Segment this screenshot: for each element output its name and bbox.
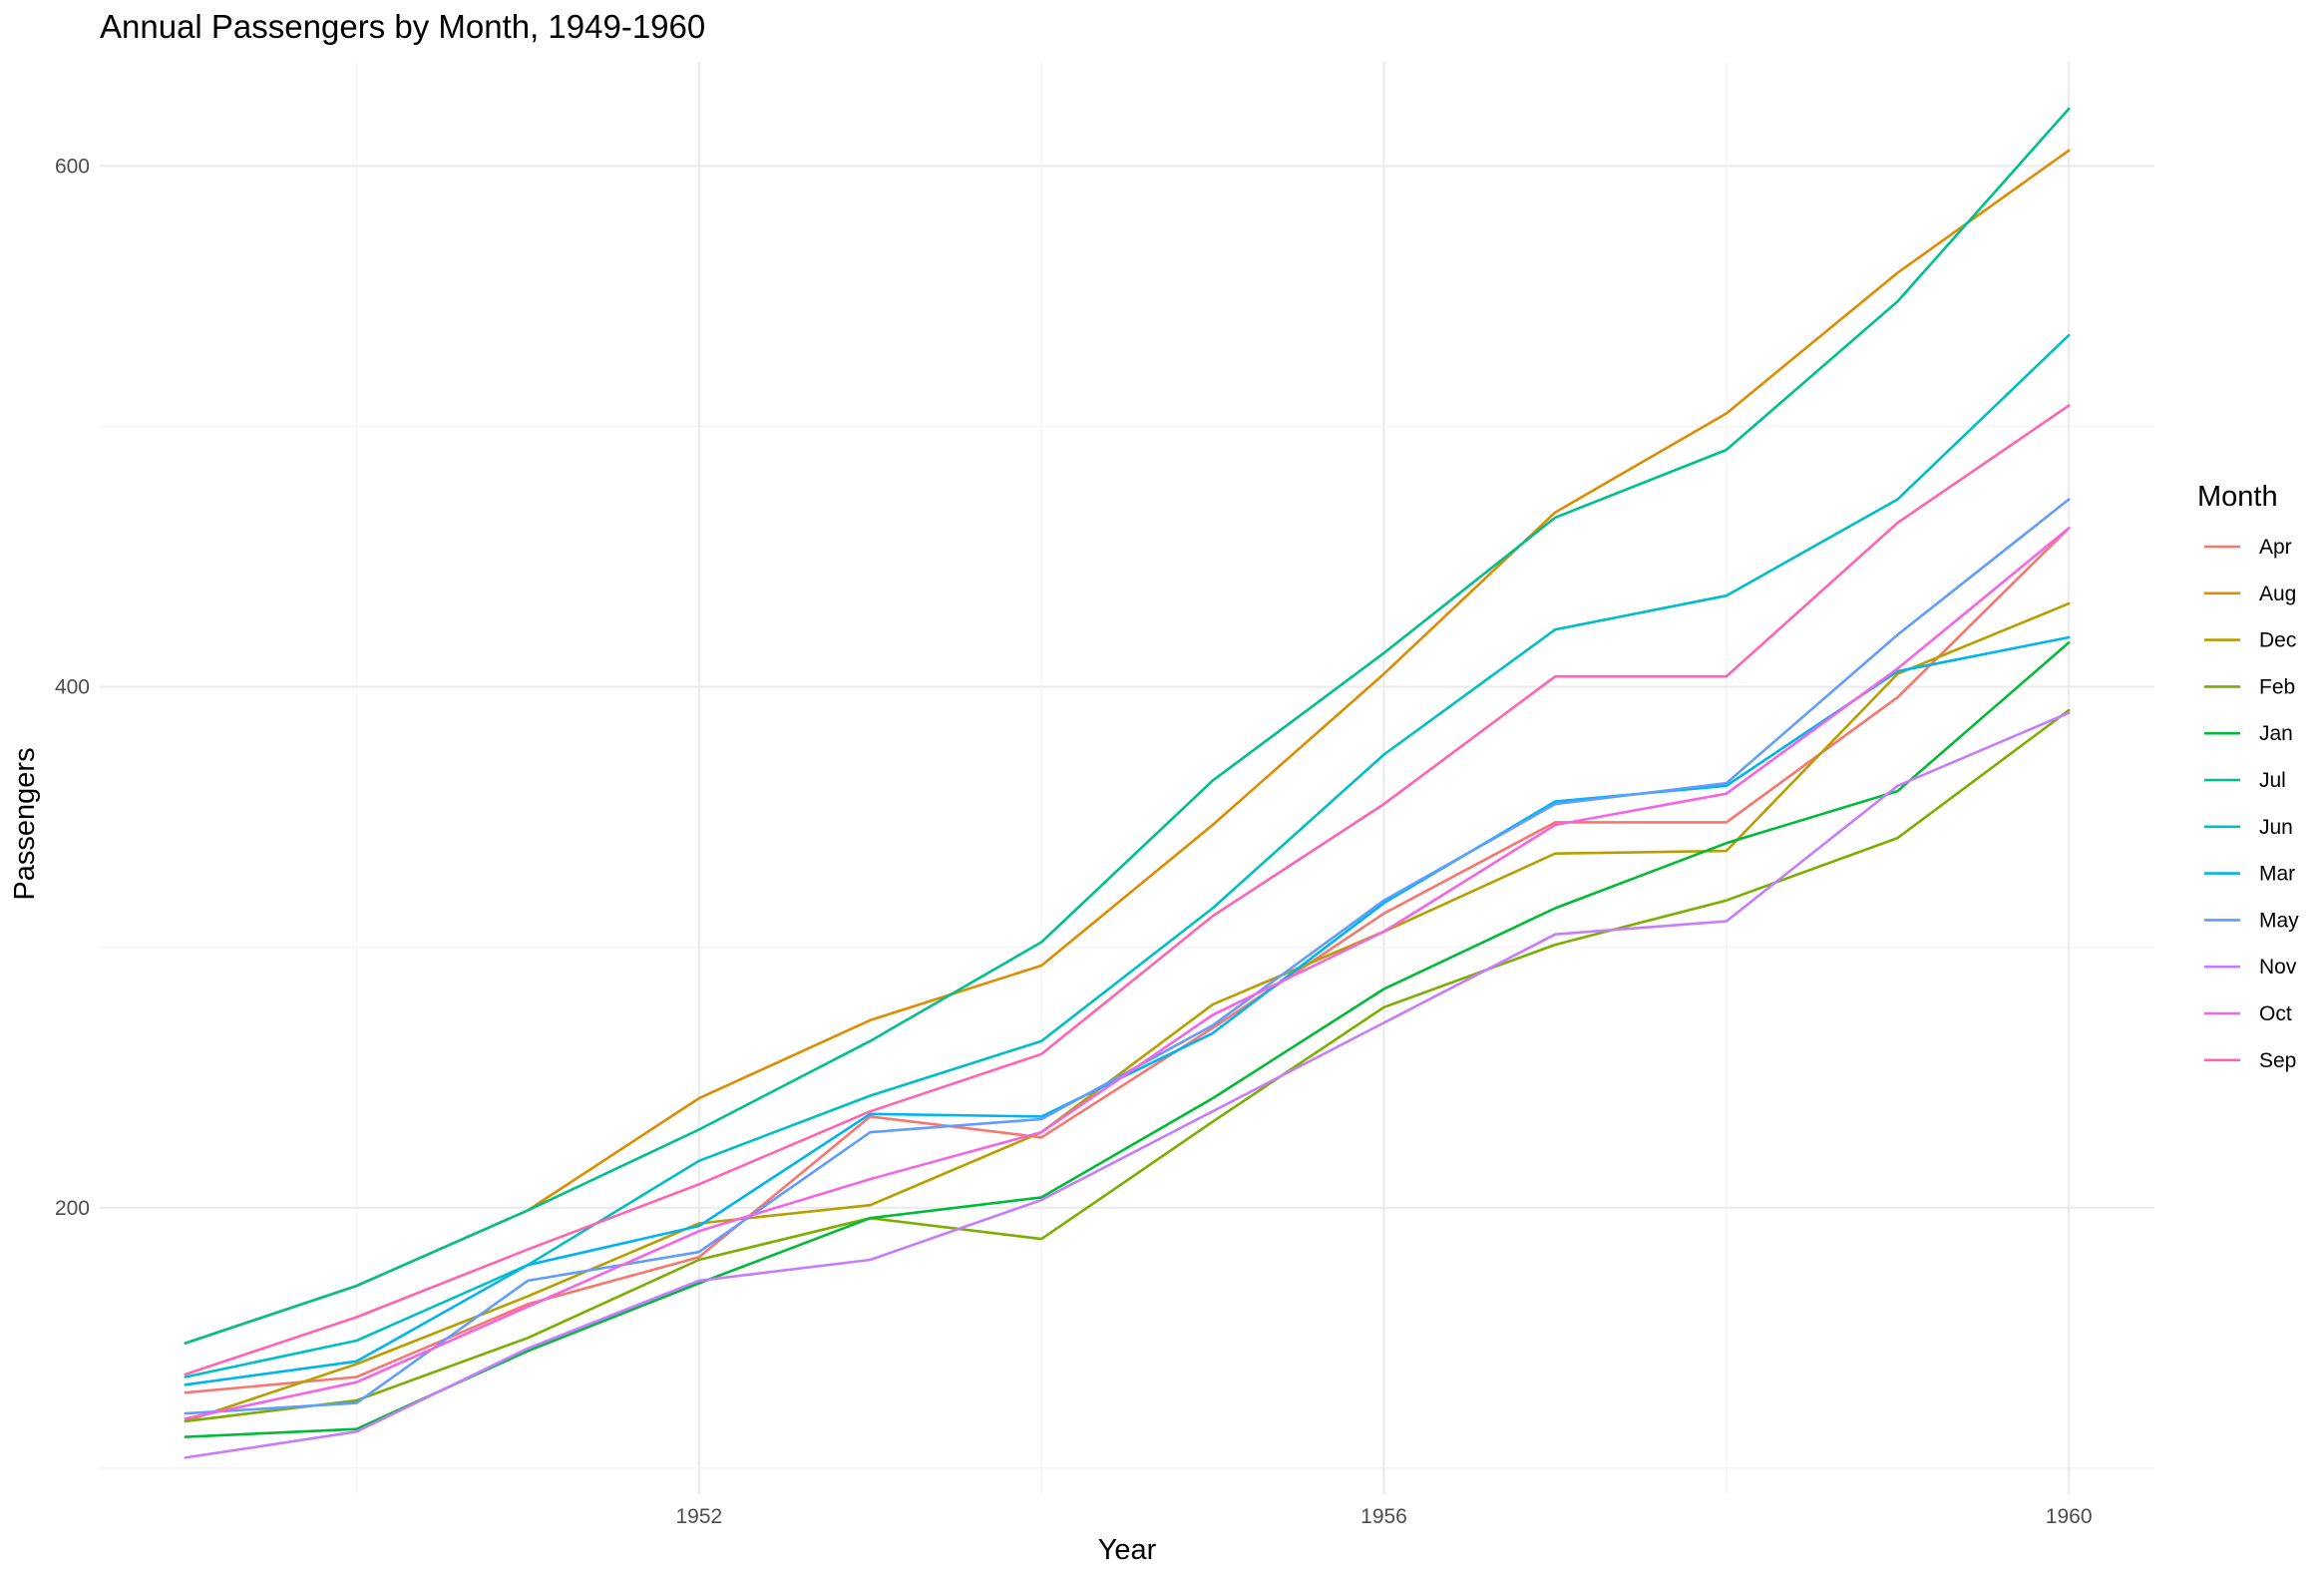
legend-item-sep: Sep [2204, 1049, 2296, 1072]
y-tick-label: 400 [55, 676, 90, 699]
series-line-jun [184, 333, 2071, 1378]
y-axis-ticks: 200 400 600 [55, 155, 90, 1219]
grid [100, 62, 2154, 1494]
x-axis-title: Year [1098, 1534, 1157, 1566]
y-tick-label: 200 [55, 1197, 90, 1220]
legend-item-jan: Jan [2204, 722, 2293, 745]
legend-item-jul: Jul [2204, 769, 2286, 792]
legend-item-oct: Oct [2204, 1002, 2292, 1025]
legend-label: Jun [2259, 816, 2293, 839]
x-tick-label: 1952 [675, 1505, 722, 1528]
legend-item-mar: Mar [2204, 863, 2295, 886]
series-line-nov [184, 711, 2071, 1459]
series-line-feb [184, 708, 2071, 1423]
legend-label: Apr [2259, 536, 2292, 559]
series-lines [184, 107, 2071, 1459]
legend-item-feb: Feb [2204, 675, 2295, 698]
legend-label: Oct [2259, 1002, 2292, 1025]
legend-label: Aug [2259, 583, 2296, 605]
y-tick-label: 600 [55, 155, 90, 178]
legend-label: Jul [2259, 769, 2286, 792]
legend-item-nov: Nov [2204, 956, 2297, 979]
x-tick-label: 1956 [1360, 1505, 1407, 1528]
legend-label: Mar [2259, 863, 2295, 886]
legend-label: Jan [2259, 722, 2293, 745]
legend-label: Sep [2259, 1049, 2296, 1072]
legend-label: May [2259, 909, 2299, 932]
series-line-oct [184, 527, 2071, 1420]
legend-item-dec: Dec [2204, 629, 2296, 652]
x-axis-ticks: 1952 1956 1960 [675, 1505, 2092, 1528]
legend-title: Month [2197, 481, 2278, 513]
x-tick-label: 1960 [2046, 1505, 2093, 1528]
legend-item-apr: Apr [2204, 536, 2292, 559]
series-line-sep [184, 404, 2071, 1376]
series-line-jul [184, 107, 2071, 1345]
legend-label: Feb [2259, 675, 2295, 698]
y-axis-title: Passengers [9, 747, 41, 900]
legend-item-aug: Aug [2204, 583, 2296, 605]
legend-item-may: May [2204, 909, 2299, 932]
series-line-jan [184, 640, 2071, 1438]
legend-label: Nov [2259, 956, 2297, 979]
legend-label: Dec [2259, 629, 2296, 652]
legend-item-jun: Jun [2204, 816, 2293, 839]
chart-title: Annual Passengers by Month, 1949-1960 [100, 8, 705, 45]
series-line-dec [184, 601, 2071, 1423]
series-line-may [184, 498, 2071, 1415]
series-line-apr [184, 527, 2071, 1394]
legend: Month Apr Aug Dec Feb Jan Jul Jun Mar May Nov Oct S… [2197, 481, 2299, 1072]
